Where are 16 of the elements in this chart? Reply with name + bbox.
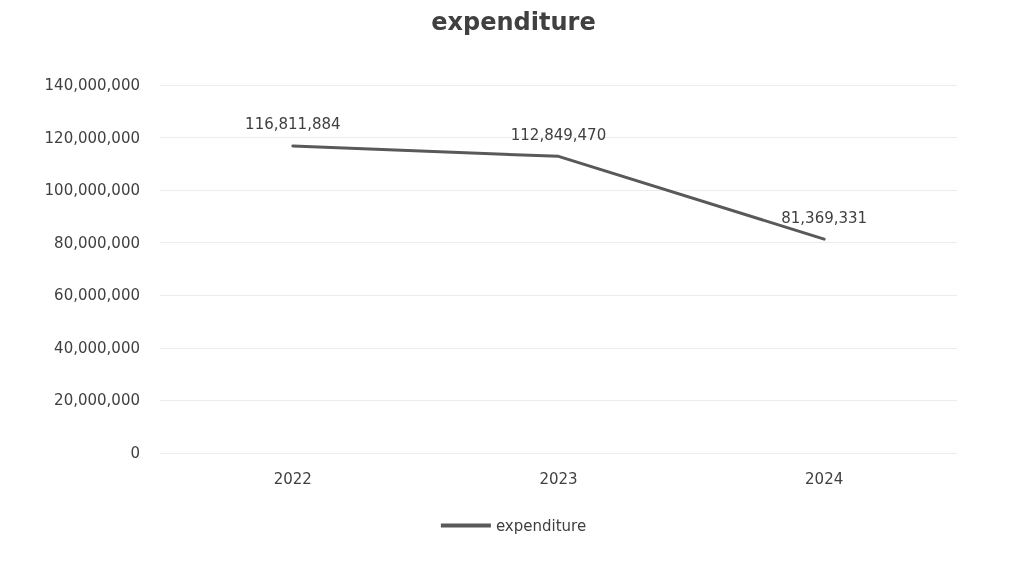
- data-label: 81,369,331: [781, 208, 868, 227]
- y-tick-label: 140,000,000: [44, 76, 140, 94]
- x-tick-label: 2024: [805, 469, 844, 488]
- y-tick-label: 120,000,000: [44, 128, 140, 147]
- y-tick-label: 40,000,000: [54, 338, 140, 357]
- y-tick-label: 100,000,000: [44, 181, 140, 200]
- data-label: 116,811,884: [245, 115, 341, 134]
- legend-label: expenditure: [495, 516, 587, 535]
- data-label: 112,849,470: [510, 125, 607, 144]
- y-tick-label: 80,000,000: [54, 233, 140, 252]
- chart-title: expenditure: [431, 8, 596, 36]
- x-tick-label: 2023: [539, 469, 578, 488]
- y-tick-label: 0: [130, 444, 140, 462]
- y-tick-label: 20,000,000: [54, 391, 140, 410]
- y-tick-label: 60,000,000: [54, 286, 140, 305]
- x-tick-label: 2022: [273, 469, 312, 488]
